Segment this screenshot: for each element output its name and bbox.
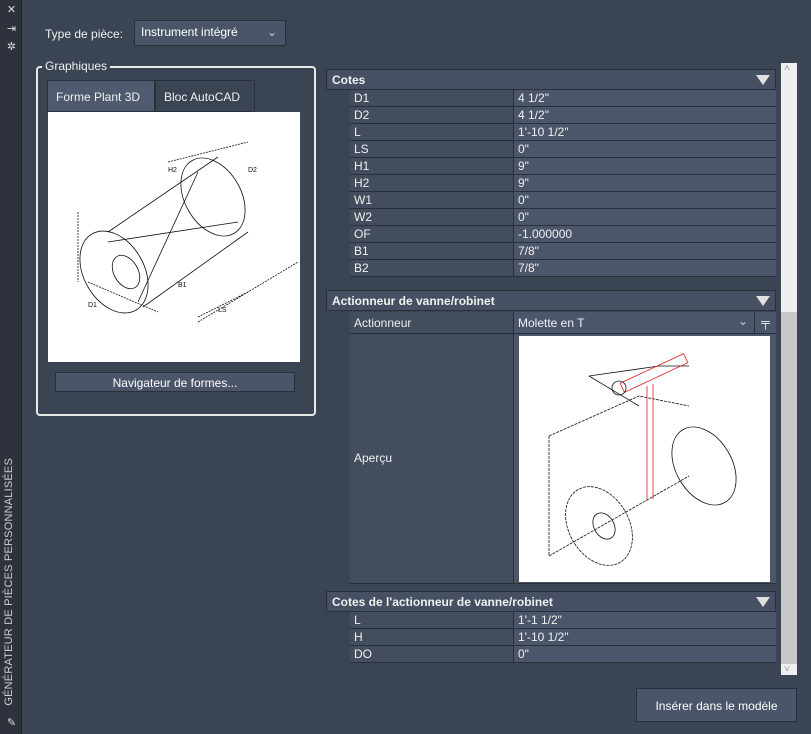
property-value[interactable]: 1'-10 1/2" <box>514 629 776 645</box>
property-name: H <box>350 629 514 645</box>
property-row[interactable]: D1 4 1/2" <box>350 90 776 107</box>
property-row[interactable]: W2 0" <box>350 209 776 226</box>
property-name: H2 <box>350 175 514 191</box>
property-name: LS <box>350 141 514 157</box>
svg-text:H2: H2 <box>168 167 177 174</box>
actuator-section-header[interactable]: Actionneur de vanne/robinet <box>326 290 776 311</box>
property-name: DO <box>350 646 514 662</box>
property-name: W2 <box>350 209 514 225</box>
property-value[interactable]: 0" <box>514 209 776 225</box>
property-row[interactable]: L 1'-1 1/2" <box>350 612 776 629</box>
palette-sidebar: ✕ ⇥ ✲ GÉNÉRATEUR DE PIÈCES PERSONNALISÉE… <box>0 0 22 734</box>
property-value[interactable]: 1'-1 1/2" <box>514 612 776 628</box>
graphics-title: Graphiques <box>42 59 111 73</box>
shape-preview-image: H2 D2 B1 LS D1 <box>48 112 300 362</box>
chevron-down-icon: ⌄ <box>737 314 748 328</box>
property-value[interactable]: 7/8" <box>514 243 776 259</box>
dimensions-title: Cotes <box>332 73 366 87</box>
actuator-select[interactable]: Molette en T ⌄ ╤ <box>514 312 776 333</box>
collapse-triangle-icon[interactable] <box>756 597 770 607</box>
preview-row: Aperçu <box>350 334 776 584</box>
collapse-triangle-icon[interactable] <box>756 296 770 306</box>
svg-text:LS: LS <box>218 307 227 314</box>
part-type-label: Type de pièce: <box>45 27 124 41</box>
property-name: H1 <box>350 158 514 174</box>
settings-icon[interactable]: ✲ <box>6 41 17 53</box>
property-value[interactable]: 7/8" <box>514 260 776 276</box>
property-value[interactable]: 0" <box>514 141 776 157</box>
property-value[interactable]: 4 1/2" <box>514 90 776 106</box>
scroll-down-icon[interactable]: ˅ <box>784 664 790 675</box>
preview-cell <box>514 334 776 583</box>
property-value[interactable]: 0" <box>514 646 776 662</box>
property-name: L <box>350 612 514 628</box>
palette-title: GÉNÉRATEUR DE PIÈCES PERSONNALISÉES <box>3 458 15 706</box>
part-type-select[interactable]: Instrument intégré ⌄ <box>134 20 286 46</box>
property-row[interactable]: L 1'-10 1/2" <box>350 124 776 141</box>
property-name: L <box>350 124 514 140</box>
actuator-dimensions-title: Cotes de l'actionneur de vanne/robinet <box>332 595 553 609</box>
svg-text:D1: D1 <box>88 302 97 309</box>
close-icon[interactable]: ✕ <box>6 4 17 16</box>
property-value[interactable]: 1'-10 1/2" <box>514 124 776 140</box>
scroll-up-icon[interactable]: ˄ <box>784 63 790 74</box>
property-value[interactable]: 4 1/2" <box>514 107 776 123</box>
property-name: W1 <box>350 192 514 208</box>
property-row[interactable]: H 1'-10 1/2" <box>350 629 776 646</box>
actuator-pin-icon[interactable]: ╤ <box>754 312 776 333</box>
actuator-value: Molette en T <box>518 316 585 330</box>
part-type-value: Instrument intégré <box>141 25 238 39</box>
actuator-row: Actionneur Molette en T ⌄ ╤ <box>350 312 776 334</box>
property-value[interactable]: 0" <box>514 192 776 208</box>
insert-into-model-button[interactable]: Insérer dans le modèle <box>636 688 797 722</box>
property-row[interactable]: H1 9" <box>350 158 776 175</box>
property-row[interactable]: B1 7/8" <box>350 243 776 260</box>
part-builder-icon[interactable]: ✎ <box>6 717 17 729</box>
property-value[interactable]: -1.000000 <box>514 226 776 242</box>
property-name: OF <box>350 226 514 242</box>
tab-plant3d-shape[interactable]: Forme Plant 3D <box>47 80 155 112</box>
tab-autocad-block[interactable]: Bloc AutoCAD <box>155 80 255 112</box>
actuator-title: Actionneur de vanne/robinet <box>332 294 495 308</box>
svg-text:D2: D2 <box>248 167 257 174</box>
shape-browser-button[interactable]: Navigateur de formes... <box>55 372 295 392</box>
collapse-triangle-icon[interactable] <box>756 75 770 85</box>
dimensions-section-header[interactable]: Cotes <box>326 69 776 90</box>
pin-icon[interactable]: ⇥ <box>6 23 17 35</box>
scrollbar-thumb[interactable] <box>781 312 797 664</box>
actuator-label: Actionneur <box>350 312 514 333</box>
vertical-scrollbar[interactable]: ˄ ˅ <box>781 63 797 675</box>
property-row[interactable]: D2 4 1/2" <box>350 107 776 124</box>
graphics-group <box>36 66 316 416</box>
property-row[interactable]: OF -1.000000 <box>350 226 776 243</box>
property-name: D2 <box>350 107 514 123</box>
property-value[interactable]: 9" <box>514 158 776 174</box>
property-row[interactable]: H2 9" <box>350 175 776 192</box>
property-row[interactable]: DO 0" <box>350 646 776 663</box>
actuator-preview-image <box>519 336 770 582</box>
property-value[interactable]: 9" <box>514 175 776 191</box>
chevron-down-icon: ⌄ <box>266 25 277 39</box>
preview-label: Aperçu <box>350 334 514 583</box>
actuator-dimensions-section-header[interactable]: Cotes de l'actionneur de vanne/robinet <box>326 591 776 612</box>
property-name: B1 <box>350 243 514 259</box>
property-name: B2 <box>350 260 514 276</box>
property-row[interactable]: LS 0" <box>350 141 776 158</box>
svg-text:B1: B1 <box>178 282 187 289</box>
property-row[interactable]: B2 7/8" <box>350 260 776 277</box>
property-name: D1 <box>350 90 514 106</box>
property-row[interactable]: W1 0" <box>350 192 776 209</box>
